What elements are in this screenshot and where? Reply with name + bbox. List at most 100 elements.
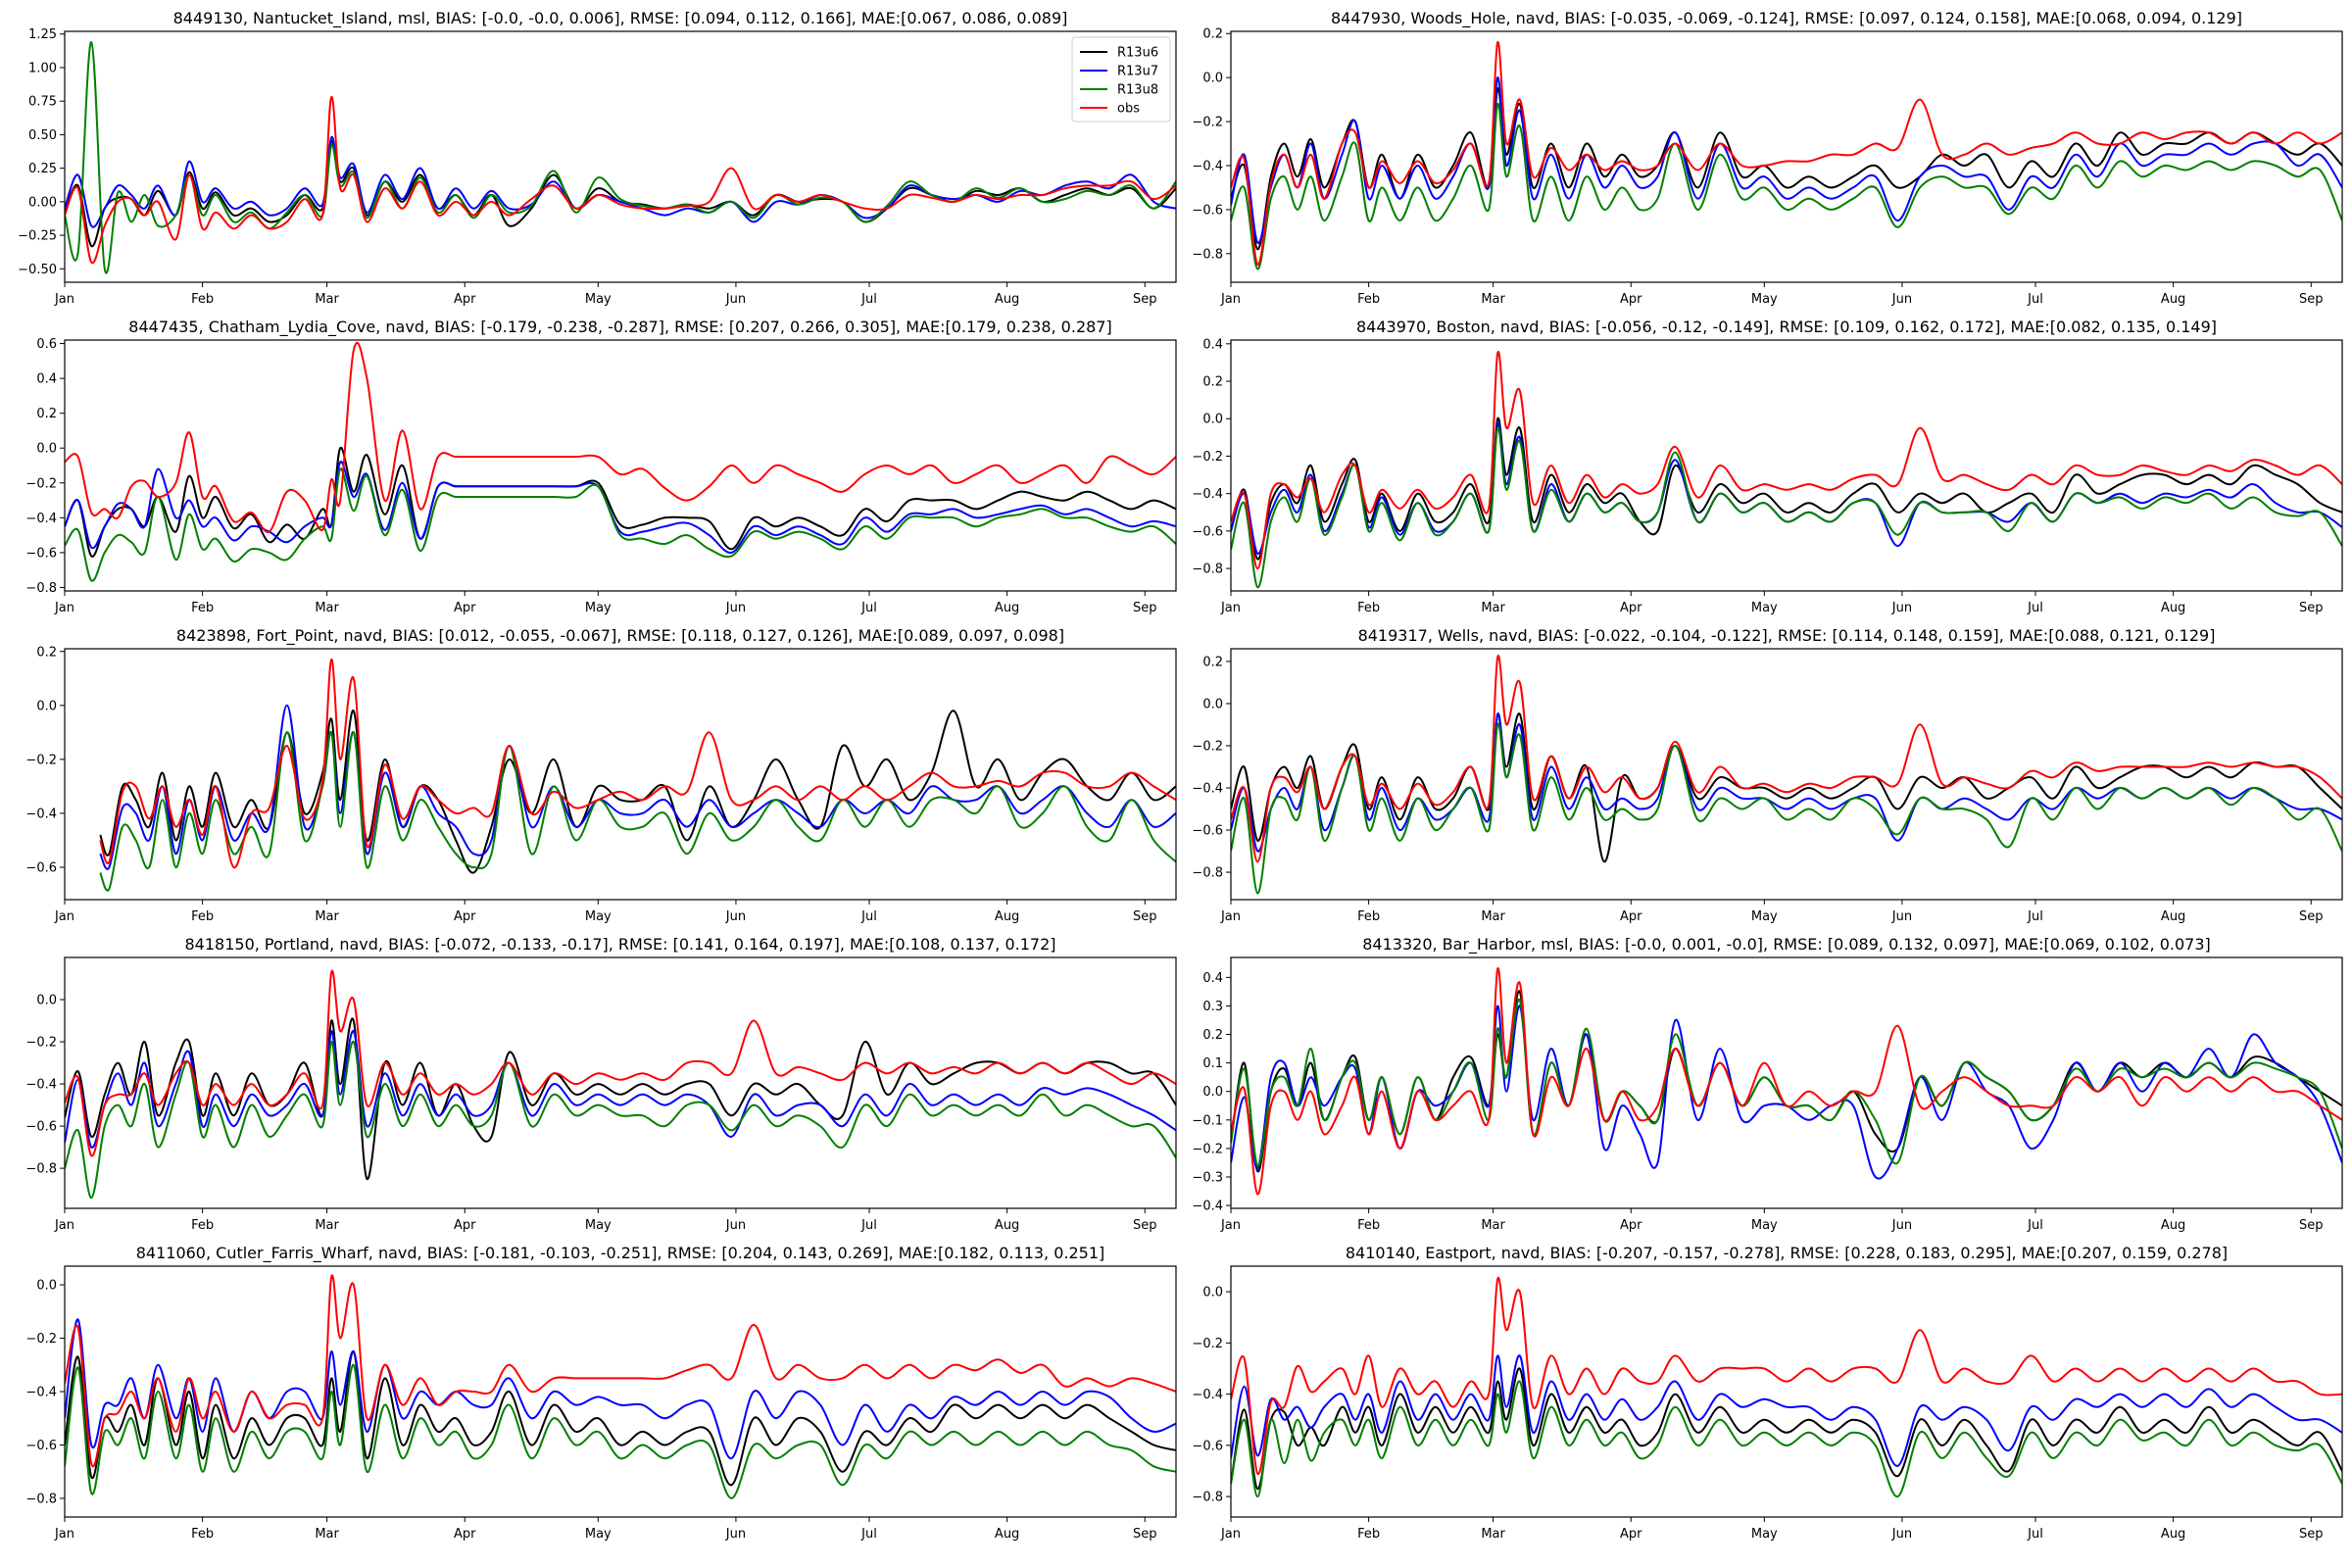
x-tick-label: Apr — [454, 1527, 476, 1542]
x-tick-label: Aug — [2161, 292, 2185, 307]
series-line-obs — [1231, 1276, 2342, 1475]
axes-frame — [64, 339, 1177, 592]
x-tick-label: Jan — [1220, 292, 1241, 307]
x-tick-label: May — [1751, 601, 1778, 615]
subplot-4: 8423898, Fort_Point, navd, BIAS: [0.012,… — [25, 626, 1177, 924]
y-tick-label: −0.8 — [25, 1162, 57, 1177]
axes-frame — [1230, 30, 2343, 283]
y-tick-label: −0.4 — [1192, 487, 1223, 502]
series-line-obs — [1231, 967, 2342, 1196]
x-tick-label: Jan — [54, 601, 74, 615]
series-line-obs — [1231, 350, 2342, 570]
axes-frame — [64, 1265, 1177, 1518]
subplot-title: 8413320, Bar_Harbor, msl, BIAS: [-0.0, 0… — [1362, 935, 2211, 955]
x-tick-label: Apr — [454, 909, 476, 924]
series-group — [1231, 655, 2342, 895]
x-tick-label: Feb — [1357, 909, 1380, 924]
x-tick-label: Jan — [54, 292, 74, 307]
x-tick-label: Feb — [191, 1527, 214, 1542]
y-tick-label: −0.4 — [1192, 159, 1223, 173]
legend: R13u6 R13u7 R13u8 obs — [1071, 36, 1171, 122]
subplot-title: 8418150, Portland, navd, BIAS: [-0.072, … — [184, 935, 1055, 954]
x-tick-label: Jun — [1891, 292, 1912, 307]
y-tick-label: −0.2 — [1192, 1142, 1223, 1156]
x-tick-label: Mar — [315, 1527, 339, 1542]
x-tick-label: May — [585, 1527, 612, 1542]
y-tick-label: −0.6 — [25, 546, 57, 561]
legend-label: R13u8 — [1117, 83, 1158, 98]
x-tick-label: May — [585, 909, 612, 924]
x-tick-label: Apr — [1620, 1527, 1642, 1542]
subplot-6: 8418150, Portland, navd, BIAS: [-0.072, … — [25, 935, 1177, 1233]
y-tick-label: 0.4 — [1202, 971, 1223, 986]
x-tick-label: Aug — [2161, 1218, 2185, 1233]
y-tick-label: 0.0 — [1202, 1085, 1223, 1100]
x-tick-label: Jul — [860, 601, 877, 615]
y-tick-label: 1.25 — [28, 27, 57, 42]
subplot-title: 8447435, Chatham_Lydia_Cove, navd, BIAS:… — [128, 318, 1111, 337]
series-group — [65, 969, 1176, 1200]
series-group — [1231, 350, 2342, 589]
y-tick-label: 0.2 — [1202, 375, 1223, 390]
x-tick-label: Jul — [2027, 601, 2043, 615]
y-tick-label: −0.4 — [1192, 781, 1223, 796]
x-tick-label: Jul — [2027, 1527, 2043, 1542]
x-tick-label: Apr — [1620, 1218, 1642, 1233]
y-tick-label: −0.2 — [25, 753, 57, 767]
x-tick-label: Jun — [1891, 909, 1912, 924]
series-line-R13u7 — [1231, 1354, 2342, 1467]
legend-label: obs — [1117, 102, 1140, 117]
subplot-title: 8447930, Woods_Hole, navd, BIAS: [-0.035… — [1331, 9, 2242, 28]
series-group — [99, 658, 1176, 892]
x-tick-label: Mar — [1481, 1218, 1505, 1233]
y-tick-label: 0.2 — [36, 645, 57, 660]
subplot-9: 8410140, Eastport, navd, BIAS: [-0.207, … — [1192, 1244, 2343, 1542]
y-tick-label: −0.4 — [25, 1078, 57, 1093]
y-tick-label: −0.8 — [1192, 866, 1223, 881]
x-tick-label: Sep — [1133, 1527, 1157, 1542]
x-tick-label: Jan — [1220, 601, 1241, 615]
series-line-R13u7 — [65, 1318, 1176, 1460]
y-tick-label: −0.2 — [1192, 450, 1223, 465]
x-tick-label: May — [1751, 909, 1778, 924]
y-tick-label: 0.00 — [28, 195, 57, 210]
series-group — [1231, 41, 2342, 270]
y-tick-label: −0.6 — [1192, 524, 1223, 539]
x-tick-label: Mar — [315, 601, 339, 615]
axes-frame — [64, 30, 1177, 283]
x-tick-label: Mar — [1481, 909, 1505, 924]
x-tick-label: Sep — [1133, 1218, 1157, 1233]
y-tick-label: 0.2 — [1202, 655, 1223, 669]
y-tick-label: −0.1 — [1192, 1113, 1223, 1128]
subplot-7: 8413320, Bar_Harbor, msl, BIAS: [-0.0, 0… — [1192, 935, 2343, 1233]
subplot-5: 8419317, Wells, navd, BIAS: [-0.022, -0.… — [1192, 626, 2343, 924]
series-line-R13u6 — [1231, 417, 2342, 561]
y-tick-label: 0.50 — [28, 128, 57, 143]
y-tick-label: 0.0 — [36, 994, 57, 1008]
series-line-R13u8 — [1231, 999, 2342, 1167]
x-tick-label: Mar — [1481, 1527, 1505, 1542]
series-group — [1231, 967, 2342, 1196]
x-tick-label: Jan — [1220, 1218, 1241, 1233]
x-tick-label: Aug — [995, 909, 1019, 924]
x-tick-label: Feb — [1357, 292, 1380, 307]
y-tick-label: −0.8 — [1192, 563, 1223, 577]
series-line-R13u8 — [65, 467, 1176, 582]
x-tick-label: Jul — [2027, 909, 2043, 924]
x-tick-label: Feb — [1357, 601, 1380, 615]
x-tick-label: Sep — [1133, 292, 1157, 307]
x-tick-label: Aug — [2161, 601, 2185, 615]
x-tick-label: Feb — [191, 1218, 214, 1233]
legend-label: R13u6 — [1117, 46, 1158, 61]
y-tick-label: 0.2 — [1202, 27, 1223, 42]
x-tick-label: Jun — [725, 909, 746, 924]
x-tick-label: Apr — [1620, 292, 1642, 307]
y-tick-label: −0.4 — [25, 1386, 57, 1400]
x-tick-label: Jul — [860, 292, 877, 307]
subplot-title: 8449130, Nantucket_Island, msl, BIAS: [-… — [173, 9, 1068, 28]
series-line-R13u6 — [65, 1017, 1176, 1180]
y-tick-label: −0.2 — [1192, 116, 1223, 130]
y-tick-label: −0.4 — [25, 512, 57, 526]
x-tick-label: Jan — [1220, 909, 1241, 924]
